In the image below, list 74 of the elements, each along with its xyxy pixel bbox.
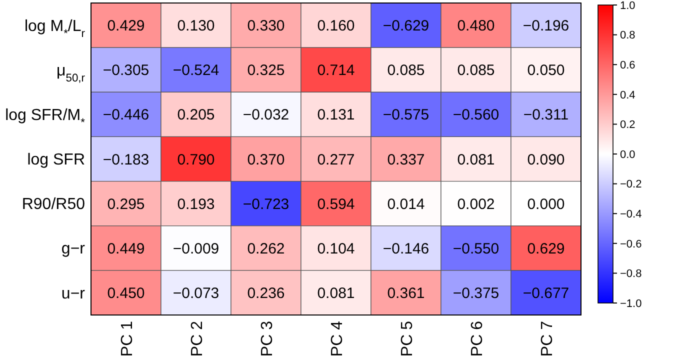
- y-tick-label: log SFR: [27, 152, 85, 169]
- data-label: 0.629: [527, 240, 565, 258]
- y-tick-label: log SFR/M$_{*}$: [5, 107, 86, 130]
- data-label: −0.629: [382, 18, 430, 35]
- data-label: −0.146: [382, 240, 430, 258]
- y-tick-label: log M$_{*}$/L$_{r}$: [24, 18, 86, 40]
- data-label: 0.000: [527, 196, 565, 213]
- data-label: −0.009: [172, 240, 220, 258]
- data-label: 0.361: [387, 284, 425, 302]
- data-label: 0.131: [317, 106, 355, 124]
- x-tick-label: PC 1: [119, 320, 136, 357]
- data-label: 0.450: [107, 284, 145, 302]
- data-label: 0.205: [177, 106, 215, 124]
- data-label: 0.370: [247, 151, 285, 168]
- x-tick-label: PC 7: [539, 320, 556, 357]
- x-tick-label: PC 5: [399, 320, 416, 357]
- data-label: 0.014: [387, 196, 425, 213]
- color-bar-label: −0.2: [620, 178, 642, 191]
- x-tick-label: PC 2: [189, 320, 206, 357]
- color-bar-label: 0.8: [620, 30, 636, 42]
- data-label: 0.090: [527, 151, 565, 168]
- data-label: −0.446: [102, 106, 150, 124]
- data-label: 0.325: [247, 62, 285, 80]
- data-label: 0.002: [457, 196, 495, 213]
- color-bar-label: 0.2: [620, 119, 636, 132]
- data-label: 0.262: [247, 240, 285, 258]
- data-label: 0.277: [317, 151, 355, 168]
- data-label: −0.073: [172, 284, 220, 302]
- data-label: 0.429: [107, 18, 145, 35]
- data-label: −0.560: [452, 106, 500, 124]
- y-tick-label: μ$_{50,r}$: [56, 62, 86, 84]
- data-label: 0.480: [457, 18, 495, 35]
- data-label: 0.193: [177, 196, 215, 213]
- data-label: 0.104: [317, 240, 355, 258]
- data-label: 0.085: [387, 62, 425, 80]
- color-bar-label: 0.4: [620, 89, 636, 102]
- color-bar-label: −1.0: [620, 298, 642, 310]
- data-label: −0.550: [452, 240, 500, 258]
- data-label: 0.295: [107, 196, 145, 213]
- data-label: 0.085: [457, 62, 495, 80]
- x-tick-label: PC 6: [469, 320, 486, 357]
- data-label: 0.050: [527, 62, 565, 80]
- data-label: −0.196: [522, 18, 570, 35]
- y-tick-label: u−r: [61, 285, 86, 302]
- data-label: 0.160: [317, 18, 355, 35]
- data-label: −0.524: [172, 62, 220, 80]
- color-bar-label: 0.6: [620, 59, 636, 72]
- data-label: −0.575: [382, 106, 430, 124]
- color-bar-label: 1.0: [620, 0, 636, 12]
- y-tick-label: g−r: [61, 240, 86, 258]
- data-label: 0.236: [247, 284, 285, 302]
- data-label: −0.305: [102, 62, 150, 80]
- x-tick-label: PC 4: [329, 320, 346, 357]
- data-label: 0.714: [317, 62, 355, 80]
- color-bar-label: −0.8: [620, 268, 642, 280]
- data-label: −0.375: [452, 284, 500, 302]
- data-label: 0.594: [317, 196, 355, 213]
- x-tick-label: PC 3: [259, 320, 276, 357]
- color-bar-label: −0.6: [620, 238, 642, 250]
- y-tick-label: R90/R50: [22, 196, 86, 214]
- data-label: −0.723: [242, 196, 290, 213]
- data-label: 0.081: [317, 284, 355, 302]
- color-bar-label: 0.0: [620, 148, 636, 161]
- data-label: −0.311: [523, 106, 569, 124]
- data-label: 0.337: [387, 151, 425, 168]
- data-label: −0.677: [522, 284, 570, 302]
- color-bar-label: −0.4: [620, 208, 642, 220]
- data-label: −0.032: [242, 106, 290, 124]
- data-label: 0.790: [177, 151, 215, 168]
- data-label: 0.130: [177, 18, 215, 35]
- data-label: −0.183: [102, 151, 150, 168]
- data-label: 0.449: [107, 240, 145, 258]
- data-label: 0.330: [247, 18, 285, 35]
- data-label: 0.081: [457, 151, 495, 168]
